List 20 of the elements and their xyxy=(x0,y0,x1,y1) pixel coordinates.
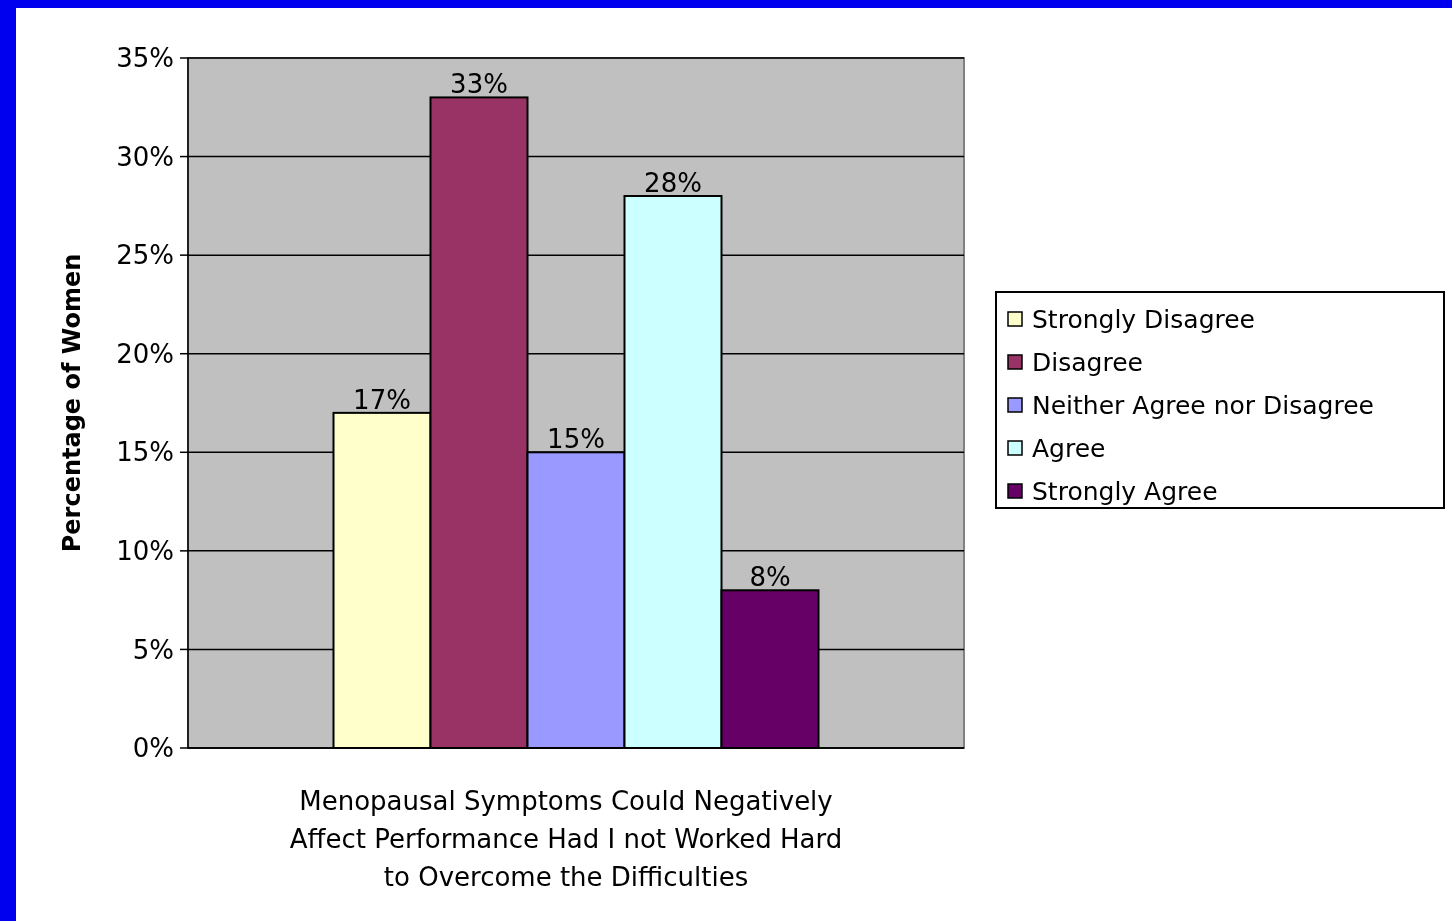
legend-label: Agree xyxy=(1032,433,1106,463)
legend-label: Neither Agree nor Disagree xyxy=(1032,390,1374,420)
data-label: 28% xyxy=(644,168,702,198)
legend-label: Disagree xyxy=(1032,347,1143,377)
data-label: 33% xyxy=(450,69,508,100)
y-tick-label: 30% xyxy=(116,141,174,172)
legend-label: Strongly Disagree xyxy=(1032,304,1255,334)
y-tick-label: 25% xyxy=(116,240,174,271)
data-label: 17% xyxy=(353,384,411,415)
y-tick-label: 10% xyxy=(116,535,174,566)
data-label: 15% xyxy=(547,424,605,455)
y-tick-label: 35% xyxy=(116,43,174,74)
legend-label: Strongly Agree xyxy=(1032,476,1218,506)
data-label: 8% xyxy=(749,562,791,593)
y-tick-label: 5% xyxy=(132,634,174,665)
y-axis-title: Percentage of Women xyxy=(58,253,86,553)
y-tick-label: 15% xyxy=(116,437,174,468)
y-tick-label: 20% xyxy=(116,338,174,369)
x-axis-title: Menopausal Symptoms Could Negatively Affect Performance Had I not Worked Hard to Overcome the Difficulties xyxy=(289,786,843,892)
y-tick-label: 0% xyxy=(132,733,174,764)
